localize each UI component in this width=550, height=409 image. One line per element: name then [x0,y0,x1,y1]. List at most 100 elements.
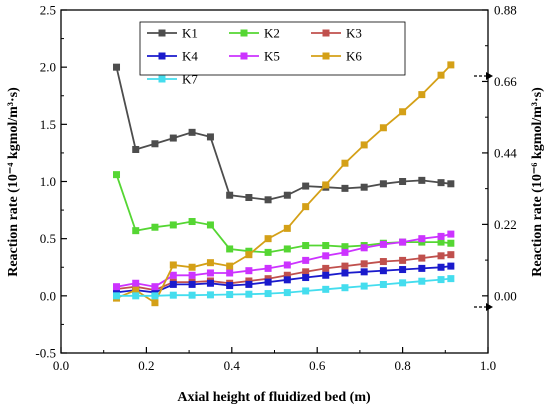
y2-tick-label: 0.44 [494,145,517,160]
y-tick-label: 0.5 [40,231,56,246]
data-point-k1 [283,191,291,199]
data-point-k1 [302,182,310,190]
data-point-k7 [399,279,407,287]
data-point-k6 [264,235,272,243]
data-point-k4 [226,282,234,290]
data-point-k6 [188,263,196,271]
data-point-k1 [245,194,253,202]
data-point-k4 [322,271,330,279]
legend-label: K2 [264,26,280,41]
right-axis-arrow-k7 [474,303,493,311]
legend-item-k6: K6 [311,49,362,64]
data-point-k7 [322,285,330,293]
left-y-axis-title: Reaction rate (10⁻⁴ kgmol/m³·s) [6,87,21,277]
data-point-k4 [188,280,196,288]
legend-swatch-marker [158,52,166,60]
legend-swatch-marker [240,52,248,60]
series-k5 [113,230,455,291]
data-point-k2 [113,171,121,179]
data-point-k1 [169,134,177,142]
data-point-k6 [418,91,426,99]
data-point-k4 [399,266,407,274]
data-point-k5 [447,230,455,238]
data-point-k2 [264,248,272,256]
y2-tick-label: 0.88 [494,3,517,18]
legend-label: K3 [346,26,362,41]
data-point-k2 [283,245,291,253]
data-point-k5 [437,232,445,240]
legend-label: K1 [182,26,198,41]
legend-item-k1: K1 [147,26,198,41]
data-point-k2 [302,242,310,250]
data-point-k1 [206,133,214,141]
data-point-k3 [322,264,330,272]
data-point-k6 [437,71,445,79]
data-point-k7 [418,277,426,285]
legend-box [139,21,406,76]
data-point-k1 [399,178,407,185]
data-point-k7 [245,290,253,298]
data-point-k5 [322,252,330,260]
legend-item-k3: K3 [311,26,362,41]
data-point-k5 [206,269,214,277]
right-y-axis-title: Reaction rate (10⁻⁶ kgmol/m³·s) [530,87,545,277]
data-point-k5 [399,238,407,246]
y-tick-label: 0.0 [40,288,56,303]
data-point-k7 [169,291,177,299]
x-tick-label: 1.0 [480,358,496,373]
series-k1 [113,63,455,204]
data-point-k7 [437,276,445,284]
data-point-k4 [283,276,291,284]
data-point-k4 [418,264,426,272]
data-point-k7 [341,284,349,292]
data-point-k6 [151,299,159,307]
legend-label: K5 [264,49,280,64]
legend-swatch-marker [322,29,330,37]
legend-item-k2: K2 [229,26,280,41]
data-point-k5 [245,267,253,275]
legend: K1 K2 K3 K4 K5 K6 K7 [139,21,406,87]
data-point-k7 [188,291,196,299]
data-point-k5 [151,283,159,291]
data-point-k1 [341,184,349,192]
data-point-k6 [226,262,234,270]
data-point-k6 [132,286,140,294]
data-point-k4 [341,269,349,277]
legend-label: K6 [346,49,362,64]
data-point-k7 [302,287,310,295]
data-point-k2 [447,239,455,247]
data-point-k4 [447,262,455,270]
y-tick-label: 2.0 [40,60,56,75]
data-point-k1 [418,176,426,184]
data-point-k5 [360,244,368,252]
data-point-k4 [245,280,253,288]
series-k4 [113,262,455,296]
series-k7 [113,275,455,300]
legend-item-k7: K7 [147,72,198,87]
y2-tick-label: 0.22 [494,217,517,232]
x-tick-label: 0.6 [309,358,326,373]
data-point-k1 [360,183,368,191]
data-point-k4 [437,263,445,271]
data-point-k3 [302,268,310,276]
data-point-k7 [360,282,368,290]
data-point-k2 [132,227,140,235]
data-point-k6 [399,108,407,116]
y-tick-label: -0.5 [35,346,56,361]
data-point-k3 [283,271,291,279]
data-point-k5 [264,264,272,272]
data-point-k4 [264,278,272,286]
data-point-k5 [226,269,234,277]
data-point-k6 [447,61,455,69]
data-point-k2 [322,242,330,250]
legend-swatch-marker [158,29,166,37]
data-point-k5 [169,271,177,279]
data-point-k3 [447,251,455,259]
x-tick-label: 0.8 [394,358,410,373]
data-point-k3 [341,262,349,270]
data-point-k7 [283,289,291,297]
y-tick-label: 1.5 [40,117,56,132]
data-point-k5 [132,279,140,287]
series-k6 [113,61,455,307]
